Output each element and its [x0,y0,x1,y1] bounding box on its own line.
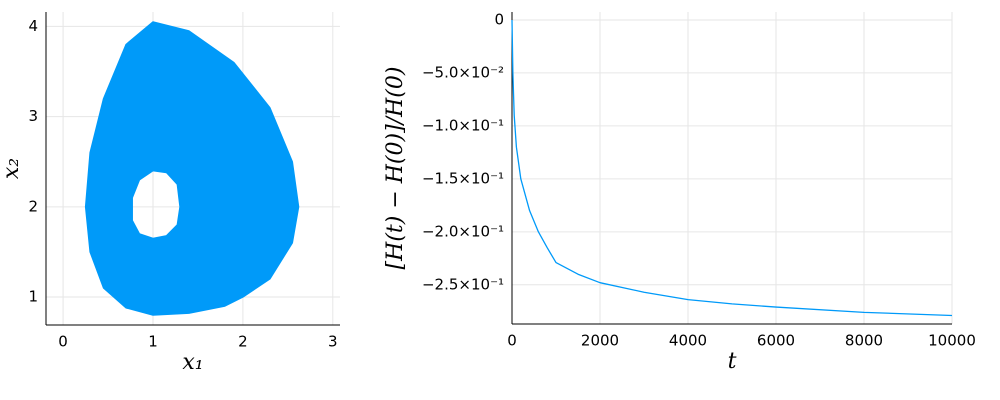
x-axis-label: t [728,349,737,374]
y-tick-label: 2 [28,197,38,215]
x-tick-label: 10000 [928,332,976,350]
x-tick-label: 2 [238,333,248,351]
x-tick-label: 0 [507,332,517,350]
x-axis-label: x₁ [182,350,203,375]
y-tick-label: −5.0×10⁻² [422,63,504,81]
y-tick-label: −2.0×10⁻¹ [422,222,504,240]
x-tick-label: 3 [328,333,338,351]
y-tick-label: 4 [28,17,38,35]
y-tick-label: −2.5×10⁻¹ [422,275,504,293]
x-tick-label: 6000 [757,332,795,350]
x-tick-label: 2000 [581,332,619,350]
x-tick-label: 4000 [669,332,707,350]
x-tick-label: 0 [58,333,68,351]
y-axis-label: [H(t) − H(0)]/H(0) [383,67,408,270]
data-line [84,21,300,316]
x-tick-label: 1 [148,333,158,351]
y-axis-label: x₂ [0,158,24,179]
y-tick-label: 0 [494,10,504,28]
y-tick-label: 1 [28,288,38,306]
y-tick-label: −1.0×10⁻¹ [422,116,504,134]
y-tick-label: 3 [28,107,38,125]
data-line [511,19,953,317]
y-tick-label: −1.5×10⁻¹ [422,169,504,187]
x-tick-label: 8000 [845,332,883,350]
